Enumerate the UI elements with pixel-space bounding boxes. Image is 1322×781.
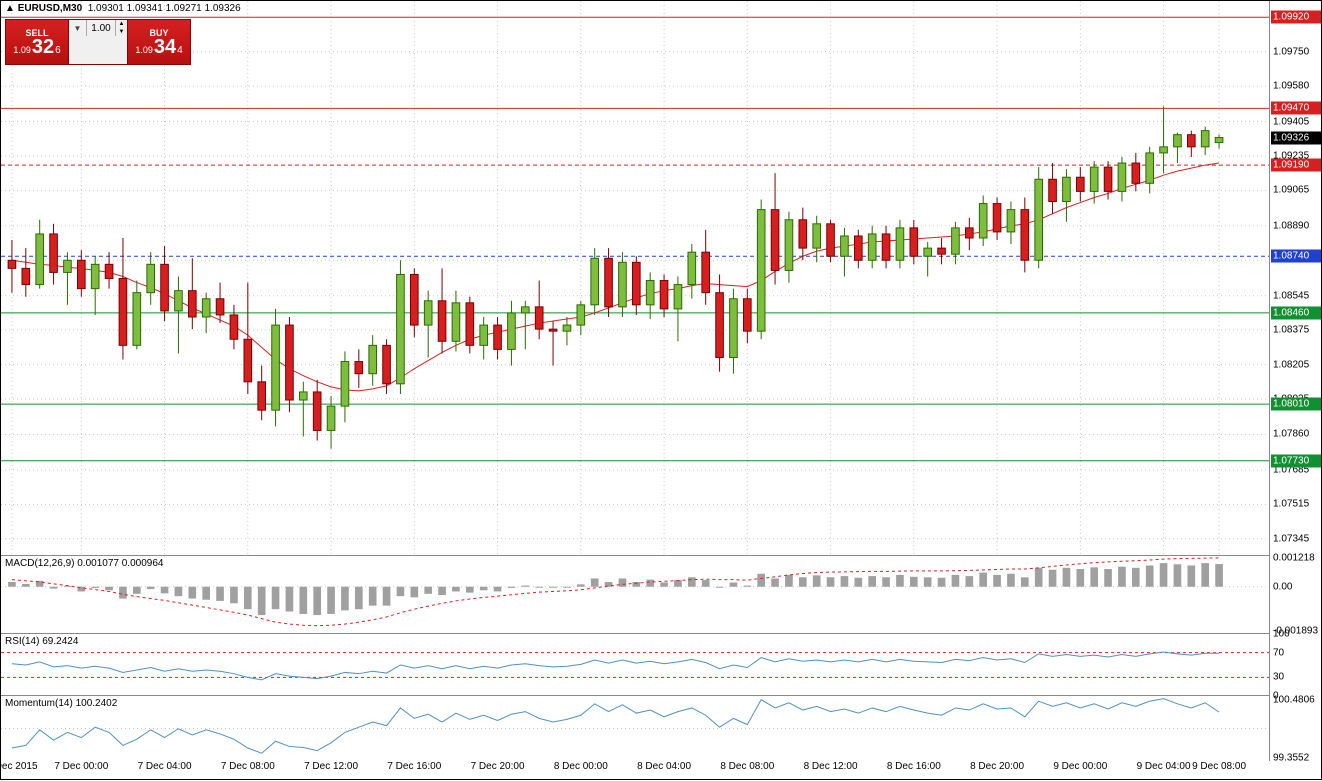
current-price-badge: 1.09326 [1271, 131, 1321, 144]
symbol-label: EURUSD [18, 3, 60, 14]
nav-icon: ▲ [5, 3, 15, 14]
one-click-trade-panel: SELL 1.09 32 6 ▼ 1.00 ▲ ▼ [5, 19, 191, 65]
momentum-panel[interactable]: Momentum(14) 100.2402 [1, 696, 1271, 761]
macd-svg [1, 556, 1271, 634]
y-tick-label: 1.09580 [1269, 81, 1321, 92]
rsi-svg [1, 634, 1271, 696]
rsi-y-tick: 30 [1269, 672, 1321, 683]
y-tick-label: 1.07515 [1269, 499, 1321, 510]
x-tick-label: 7 Dec 04:00 [138, 761, 192, 772]
level-badge: 1.09190 [1271, 159, 1321, 172]
y-tick-label: 1.09405 [1269, 116, 1321, 127]
lot-size-control: ▼ 1.00 ▲ ▼ [69, 19, 127, 65]
x-tick-label: 9 Dec 08:00 [1192, 761, 1246, 772]
main-price-chart[interactable]: ▲ EURUSD,M30 1.09301 1.09341 1.09271 1.0… [1, 1, 1271, 556]
macd-y-tick: 0.001218 [1269, 552, 1321, 563]
buy-big: 34 [154, 38, 176, 56]
lot-dropdown-icon[interactable]: ▼ [69, 20, 87, 36]
rsi-y-tick: 100 [1269, 629, 1321, 640]
level-badge: 1.08740 [1271, 250, 1321, 263]
buy-prefix: 1.09 [135, 45, 153, 55]
x-tick-label: 9 Dec 04:00 [1137, 761, 1191, 772]
lot-value[interactable]: 1.00 [87, 20, 115, 36]
x-tick-label: 7 Dec 12:00 [304, 761, 358, 772]
lot-down-icon[interactable]: ▼ [115, 28, 127, 36]
buy-button[interactable]: BUY 1.09 34 4 [127, 19, 191, 65]
x-tick-label: 8 Dec 12:00 [804, 761, 858, 772]
x-tick-label: 8 Dec 08:00 [720, 761, 774, 772]
level-badge: 1.08460 [1271, 306, 1321, 319]
momentum-label: Momentum(14) 100.2402 [5, 698, 117, 709]
lot-up-icon[interactable]: ▲ [115, 20, 127, 28]
y-tick-label: 1.08890 [1269, 220, 1321, 231]
x-axis: 4 Dec 2015 7 Dec 00:00 7 Dec 04:00 7 Dec 08… [1, 761, 1322, 781]
y-axis: 1.073451.075151.076851.078601.080351.082… [1269, 1, 1321, 761]
y-tick-label: 1.08375 [1269, 325, 1321, 336]
y-tick-label: 1.07345 [1269, 533, 1321, 544]
level-badge: 1.07730 [1271, 454, 1321, 467]
momentum-y-tick: 100.4806 [1269, 694, 1321, 705]
level-badge: 1.09470 [1271, 102, 1321, 115]
sell-suffix: 6 [55, 45, 61, 56]
sell-prefix: 1.09 [13, 45, 31, 55]
x-tick-label: 7 Dec 20:00 [471, 761, 525, 772]
chart-window: ▲ EURUSD,M30 1.09301 1.09341 1.09271 1.0… [0, 0, 1322, 780]
sell-button[interactable]: SELL 1.09 32 6 [5, 19, 69, 65]
chart-title: ▲ EURUSD,M30 1.09301 1.09341 1.09271 1.0… [5, 3, 241, 14]
y-tick-label: 1.09750 [1269, 46, 1321, 57]
macd-label: MACD(12,26,9) 0.001077 0.000964 [5, 558, 163, 569]
rsi-panel[interactable]: RSI(14) 69.2424 [1, 634, 1271, 696]
rsi-label: RSI(14) 69.2424 [5, 636, 78, 647]
x-tick-label: 8 Dec 04:00 [637, 761, 691, 772]
y-tick-label: 1.08545 [1269, 290, 1321, 301]
x-tick-label: 8 Dec 00:00 [554, 761, 608, 772]
sell-big: 32 [32, 38, 54, 56]
x-tick-label: 9 Dec 00:00 [1053, 761, 1107, 772]
ohlc-label: 1.09301 1.09341 1.09271 1.09326 [88, 3, 241, 14]
y-tick-label: 1.08205 [1269, 359, 1321, 370]
rsi-y-tick: 70 [1269, 647, 1321, 658]
x-tick-label: 8 Dec 16:00 [887, 761, 941, 772]
x-tick-label: 8 Dec 20:00 [970, 761, 1024, 772]
x-tick-label: 7 Dec 00:00 [54, 761, 108, 772]
x-tick-label: 7 Dec 16:00 [387, 761, 441, 772]
y-tick-label: 1.07860 [1269, 429, 1321, 440]
momentum-svg [1, 696, 1271, 761]
level-badge: 1.09920 [1271, 11, 1321, 24]
main-chart-svg [1, 1, 1271, 556]
x-tick-label: 4 Dec 2015 [0, 761, 38, 772]
macd-y-tick: 0.00 [1269, 581, 1321, 592]
level-badge: 1.08010 [1271, 398, 1321, 411]
timeframe-label: M30 [63, 3, 82, 14]
y-tick-label: 1.09065 [1269, 185, 1321, 196]
x-tick-label: 7 Dec 08:00 [221, 761, 275, 772]
buy-suffix: 4 [177, 45, 183, 56]
macd-panel[interactable]: MACD(12,26,9) 0.001077 0.000964 [1, 556, 1271, 634]
